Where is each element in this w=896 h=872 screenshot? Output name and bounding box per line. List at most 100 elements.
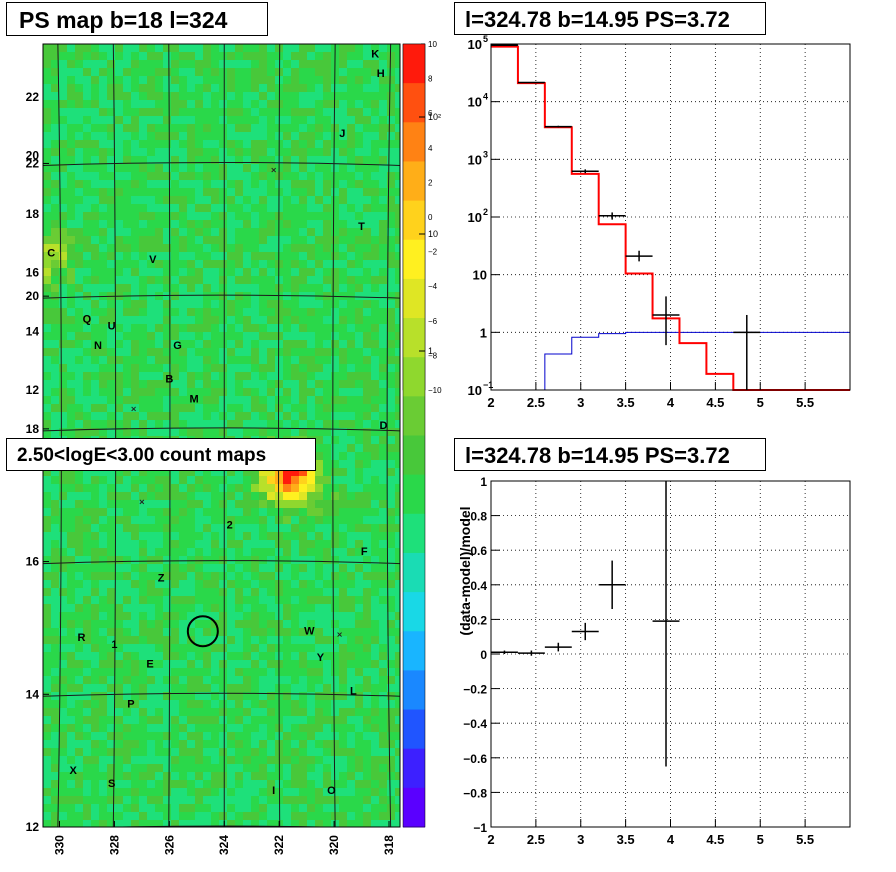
count-map-cell	[251, 196, 259, 204]
count-map-cell	[243, 156, 251, 164]
count-map-cell	[379, 372, 387, 380]
count-map-cell	[83, 500, 91, 508]
count-map-cell	[267, 196, 275, 204]
count-map-cell	[235, 372, 243, 380]
spectrum-y-tick-exponent: 5	[483, 34, 488, 44]
count-map-cell	[243, 52, 251, 60]
count-map-cell	[171, 164, 179, 172]
count-map-cell	[331, 308, 339, 316]
count-map-cell	[379, 428, 387, 436]
count-map-cell	[187, 244, 195, 252]
count-map-cell	[339, 212, 347, 220]
count-map-cell	[243, 44, 251, 52]
count-map-cell	[171, 188, 179, 196]
count-map-cell	[75, 308, 83, 316]
count-map-cell	[323, 428, 331, 436]
count-map-cell	[59, 260, 67, 268]
count-map-cell	[355, 396, 363, 404]
count-map-cell	[43, 540, 51, 548]
count-map-cell	[347, 116, 355, 124]
count-map-cell	[155, 396, 163, 404]
count-map-cell	[115, 108, 123, 116]
count-map-cell	[331, 532, 339, 540]
count-map-cell	[43, 508, 51, 516]
count-map-cell	[171, 532, 179, 540]
count-map-cell	[219, 396, 227, 404]
count-map-cell	[283, 540, 291, 548]
count-map-cell	[299, 84, 307, 92]
count-map-cell	[83, 108, 91, 116]
count-map-cell	[291, 164, 299, 172]
count-map-cell	[171, 292, 179, 300]
count-map-cell	[331, 380, 339, 388]
count-map-cell	[235, 140, 243, 148]
count-map-cell	[363, 148, 371, 156]
count-map-cell	[195, 76, 203, 84]
count-map-cell	[131, 44, 139, 52]
count-map-cell	[195, 140, 203, 148]
count-map-cell	[315, 396, 323, 404]
count-map-cell	[363, 92, 371, 100]
count-map-cell	[387, 404, 395, 412]
count-map-cell	[75, 124, 83, 132]
count-map-cell	[219, 508, 227, 516]
count-map-cell	[83, 60, 91, 68]
count-map-cell	[163, 340, 171, 348]
count-map-cell	[115, 356, 123, 364]
count-map-cell	[91, 428, 99, 436]
count-map-cell	[211, 388, 219, 396]
count-map-cell	[115, 148, 123, 156]
count-map-cell	[99, 532, 107, 540]
count-map-cell	[75, 332, 83, 340]
count-map-cell	[315, 484, 323, 492]
count-map-cell	[75, 292, 83, 300]
count-map-cell	[211, 492, 219, 500]
count-map-cell	[99, 188, 107, 196]
count-map-cell	[243, 340, 251, 348]
count-map-cell	[227, 236, 235, 244]
count-map-cell	[163, 372, 171, 380]
count-map-cell	[243, 348, 251, 356]
count-map-cell	[51, 92, 59, 100]
count-map-cell	[355, 324, 363, 332]
count-map-cell	[67, 180, 75, 188]
count-map-cell	[283, 148, 291, 156]
count-map-cell	[235, 52, 243, 60]
count-map-cell	[107, 252, 115, 260]
count-map-cell	[267, 468, 275, 476]
count-map-cell	[91, 516, 99, 524]
count-map-cell	[187, 60, 195, 68]
count-map-cell	[187, 540, 195, 548]
count-map-cell	[363, 100, 371, 108]
count-map-cell	[171, 412, 179, 420]
count-map-cell	[259, 364, 267, 372]
count-map-cell	[339, 372, 347, 380]
count-map-cell	[99, 148, 107, 156]
count-map-cell	[315, 276, 323, 284]
count-map-cell	[115, 188, 123, 196]
count-map-cell	[91, 172, 99, 180]
count-map-cell	[187, 44, 195, 52]
count-map-cell	[363, 284, 371, 292]
count-map-cell	[155, 332, 163, 340]
count-map-cell	[139, 76, 147, 84]
count-map-cell	[243, 60, 251, 68]
count-map-cell	[219, 164, 227, 172]
count-map-cell	[379, 60, 387, 68]
count-map-cell	[195, 372, 203, 380]
count-map-cell	[291, 356, 299, 364]
count-map-cell	[339, 100, 347, 108]
count-map-cell	[203, 524, 211, 532]
count-map-cell	[67, 44, 75, 52]
count-map-cell	[179, 196, 187, 204]
count-map-cell	[227, 196, 235, 204]
count-map-cell	[171, 380, 179, 388]
count-map-cell	[203, 396, 211, 404]
count-map-cell	[203, 148, 211, 156]
count-map-cell	[307, 524, 315, 532]
count-map-cell	[67, 524, 75, 532]
count-map-cell	[211, 268, 219, 276]
count-map-cell	[307, 108, 315, 116]
count-map-cell	[75, 52, 83, 60]
count-map-cell	[187, 148, 195, 156]
